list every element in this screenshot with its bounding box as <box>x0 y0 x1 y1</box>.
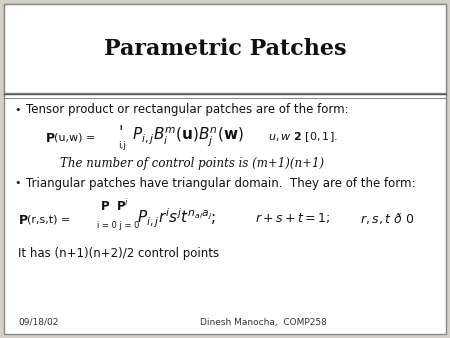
Text: i,j: i,j <box>118 142 126 150</box>
Text: •: • <box>14 178 21 188</box>
Text: The number of control points is (m+1)(n+1): The number of control points is (m+1)(n+… <box>60 156 324 169</box>
Text: $P_{i,j}B_i^m(\mathbf{u})B_j^n(\mathbf{w})$: $P_{i,j}B_i^m(\mathbf{u})B_j^n(\mathbf{w… <box>132 125 244 148</box>
Text: 09/18/02: 09/18/02 <box>18 317 58 327</box>
Text: •: • <box>14 105 21 115</box>
Text: $r,s,t\ \eth\ 0$: $r,s,t\ \eth\ 0$ <box>360 211 414 225</box>
Text: Tensor product or rectangular patches are of the form:: Tensor product or rectangular patches ar… <box>26 103 349 117</box>
Bar <box>4 4 446 93</box>
Text: i = 0 j = 0: i = 0 j = 0 <box>97 220 140 230</box>
Text: It has (n+1)(n+2)/2 control points: It has (n+1)(n+2)/2 control points <box>18 246 219 260</box>
Text: ': ' <box>118 124 122 142</box>
Text: Triangular patches have triangular domain.  They are of the form:: Triangular patches have triangular domai… <box>26 176 415 190</box>
Text: $P_{i,j}r^i s^j t^{n_{ai}a_j};$: $P_{i,j}r^i s^j t^{n_{ai}a_j};$ <box>137 207 216 230</box>
Text: (r,s,t) =: (r,s,t) = <box>27 215 70 225</box>
Text: $r + s + t = 1;$: $r + s + t = 1;$ <box>255 211 330 225</box>
Text: Dinesh Manocha,  COMP258: Dinesh Manocha, COMP258 <box>200 317 327 327</box>
Text: $\mathbf{P}$: $\mathbf{P}$ <box>45 131 56 145</box>
Text: $u,w\ \mathbf{2}\ [0,1].$: $u,w\ \mathbf{2}\ [0,1].$ <box>268 130 338 144</box>
Text: Parametric Patches: Parametric Patches <box>104 38 346 60</box>
Text: $\mathbf{P}\ \ \mathbf{P}^i$: $\mathbf{P}\ \ \mathbf{P}^i$ <box>100 198 129 214</box>
Text: (u,w) =: (u,w) = <box>54 133 95 143</box>
Text: $\mathbf{P}$: $\mathbf{P}$ <box>18 214 29 226</box>
